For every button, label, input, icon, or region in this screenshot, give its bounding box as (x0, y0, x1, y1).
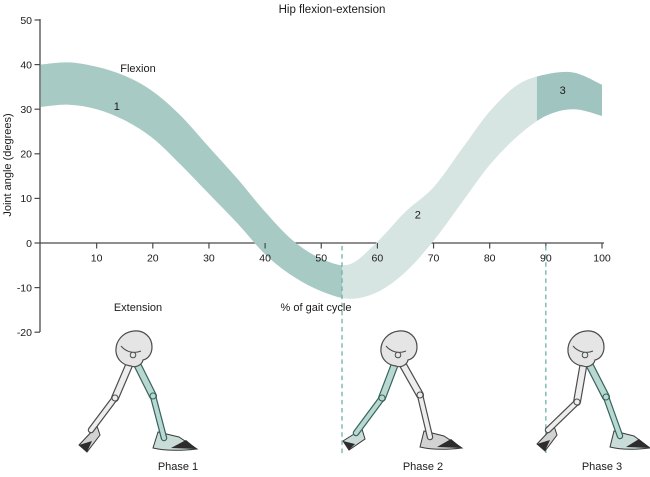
pelvis-bone (115, 330, 153, 368)
band-phase-1 (40, 62, 343, 298)
y-tick-label: 20 (20, 149, 32, 161)
y-tick-label: 40 (20, 59, 32, 71)
y-tick-label: 30 (20, 104, 32, 116)
pelvis-detail (385, 345, 407, 353)
chart-title: Hip flexion-extension (279, 4, 386, 16)
front-leg (581, 352, 650, 450)
flexion-label: Flexion (120, 63, 155, 75)
tibia-bone-fill (603, 394, 623, 439)
pelvis-bone (567, 330, 605, 368)
y-tick-label: 0 (26, 238, 32, 250)
y-tick-label: 50 (20, 15, 32, 27)
hip-joint (394, 351, 402, 359)
phase-number-2: 2 (415, 210, 421, 222)
pelvis-outline (567, 330, 605, 368)
x-tick-label: 10 (91, 253, 103, 265)
x-tick-label: 70 (428, 253, 440, 265)
figure-label-phase-3: Phase 3 (582, 461, 622, 473)
x-tick-label: 30 (203, 253, 215, 265)
phase-number-3: 3 (560, 85, 566, 97)
knee-joint (573, 398, 581, 406)
tibia-bone-fill (150, 393, 167, 441)
hip-joint (581, 351, 589, 359)
foot-shadow (437, 439, 462, 448)
foot-shadow (537, 440, 550, 451)
figure-phase-2: Phase 2 (342, 330, 464, 473)
foot-shadow (626, 439, 650, 448)
figure-phase-1: Phase 1 (78, 330, 199, 473)
foot-shadow (343, 441, 355, 450)
knee-joint (378, 394, 386, 402)
band-phase-3 (536, 71, 602, 122)
knee-joint (111, 394, 119, 402)
x-tick-label: 40 (259, 253, 271, 265)
tibia-bone-fill (417, 392, 433, 440)
extension-label: Extension (114, 302, 162, 314)
x-tick-label: 100 (593, 253, 611, 265)
back-leg (536, 352, 589, 452)
pelvis-detail (120, 345, 142, 353)
front-leg (394, 352, 464, 450)
pelvis-outline (380, 330, 418, 368)
axis-lines (39, 19, 604, 332)
y-tick-label: -20 (17, 327, 32, 339)
back-leg (78, 352, 137, 453)
gait-figures: Phase 1 Phase 2 Phase 3 (78, 330, 650, 473)
phase-number-1: 1 (114, 101, 120, 113)
hip-joint (129, 351, 137, 359)
back-leg (342, 352, 402, 451)
x-tick-label: 60 (372, 253, 384, 265)
x-tick-label: 50 (315, 253, 327, 265)
x-tick-label: 20 (147, 253, 159, 265)
y-tick-label: -10 (17, 282, 32, 294)
pelvis-bone (380, 330, 418, 368)
figure-phase-3: Phase 3 (536, 330, 650, 473)
y-axis-label: Joint angle (degrees) (2, 113, 14, 216)
phase-divider-lines (341, 246, 547, 456)
pelvis-outline (115, 330, 153, 368)
x-tick-label: 80 (484, 253, 496, 265)
y-tick-label: 10 (20, 193, 32, 205)
x-axis-label: % of gait cycle (281, 302, 352, 314)
tibia-bone-fill (353, 395, 385, 436)
knee-joint (602, 393, 610, 401)
figure-label-phase-1: Phase 1 (158, 461, 198, 473)
joint-angle-band: 1 2 3 (40, 62, 602, 299)
tibia-bone-fill (88, 395, 118, 433)
front-leg (129, 352, 199, 451)
knee-joint (149, 392, 157, 400)
knee-joint (416, 391, 424, 399)
tibia-bone-fill (545, 399, 580, 433)
figure-label-phase-2: Phase 2 (403, 461, 443, 473)
band-phase-2 (342, 76, 537, 299)
pelvis-detail (572, 345, 594, 353)
foot-shadow (171, 440, 197, 449)
foot-shadow (79, 441, 92, 452)
